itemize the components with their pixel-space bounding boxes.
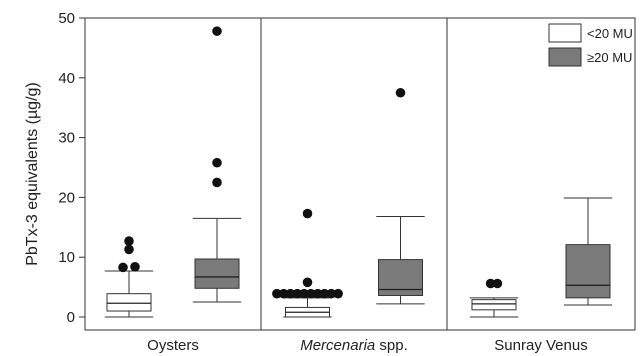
outlier-point	[306, 288, 316, 299]
legend-label-0: <20 MU	[587, 26, 633, 41]
group-label-suffix: spp.	[375, 337, 408, 354]
box-2-0	[469, 278, 519, 318]
group-label-2: Sunray Venus	[494, 337, 587, 354]
box-0-1	[192, 26, 242, 303]
outlier-point	[285, 288, 296, 299]
y-axis-label: PbTx-3 equivalents (µg/g)	[24, 82, 41, 266]
outlier-point	[292, 288, 303, 299]
y-tick-label: 0	[67, 309, 75, 326]
outlier-point	[485, 278, 496, 289]
outlier-point	[395, 87, 406, 98]
box-iqr	[194, 258, 240, 289]
legend: <20 MU ≥20 MU	[548, 23, 633, 67]
box-series	[104, 26, 613, 318]
box-2-1	[563, 197, 613, 306]
x-axis-group-labels: Oysters Mercenaria spp. Sunray Venus	[147, 337, 588, 354]
y-tick-label: 10	[58, 249, 75, 266]
legend-swatch-0	[548, 23, 582, 43]
outlier-point	[130, 261, 140, 272]
outlier-point	[124, 244, 134, 255]
box-iqr	[471, 299, 517, 311]
group-label-1: Mercenaria spp.	[300, 337, 408, 354]
outlier-point	[299, 288, 309, 299]
y-axis: 0 10 20 30 40 50	[58, 10, 85, 326]
outlier-point	[492, 278, 503, 289]
box-iqr	[565, 244, 611, 299]
plot-frame	[84, 17, 636, 331]
y-tick-label: 50	[58, 10, 75, 27]
outlier-point	[212, 177, 222, 188]
outlier-point	[302, 208, 313, 219]
outlier-point	[312, 288, 323, 299]
outlier-point	[124, 236, 134, 246]
outlier-point	[212, 157, 222, 168]
outlier-point	[118, 262, 128, 273]
box-iqr	[106, 293, 152, 312]
legend-swatch-1	[548, 47, 582, 67]
y-tick-label: 30	[58, 130, 75, 147]
outlier-point	[272, 288, 282, 299]
outlier-point	[319, 288, 330, 299]
outlier-point	[333, 288, 343, 299]
y-tick-label: 20	[58, 189, 75, 206]
legend-label-1: ≥20 MU	[587, 50, 632, 65]
outlier-point	[212, 26, 222, 36]
outlier-point	[326, 288, 337, 299]
outlier-point	[302, 277, 313, 288]
y-tick-label: 40	[58, 70, 75, 87]
group-label-italic: Mercenaria	[300, 337, 375, 354]
outlier-point	[278, 288, 289, 299]
plot-area	[84, 17, 636, 331]
box-1-0	[272, 208, 343, 318]
group-label-0: Oysters	[147, 337, 199, 354]
group-dividers	[260, 18, 448, 330]
box-0-0	[104, 236, 154, 318]
box-1-1	[376, 87, 425, 305]
